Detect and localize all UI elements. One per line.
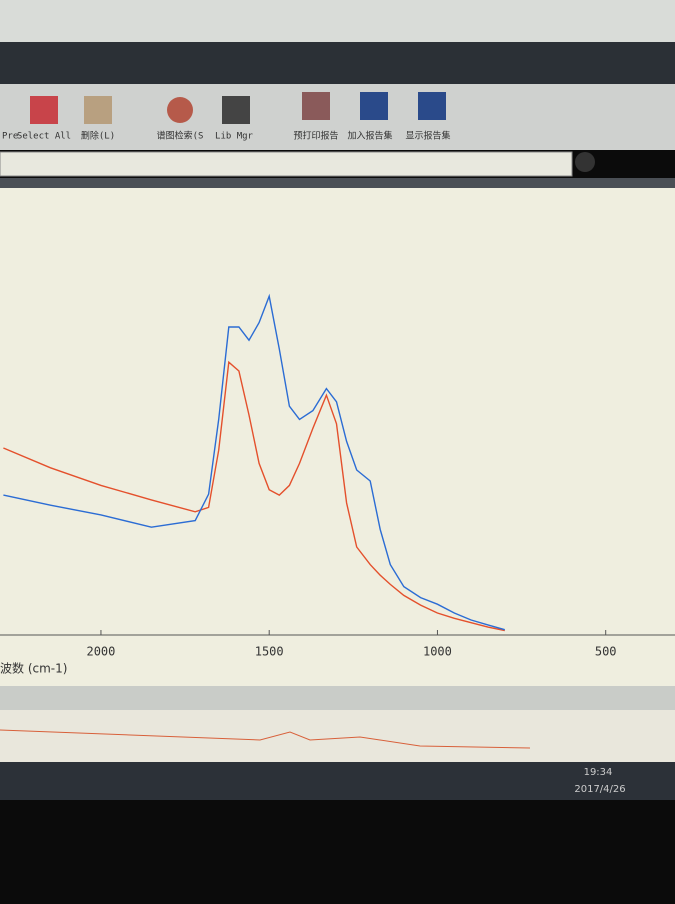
toolbar-label: 加入报告集 xyxy=(347,130,392,142)
icon[interactable] xyxy=(222,96,250,124)
toolbar-label: Select All xyxy=(17,132,71,142)
taskbar xyxy=(0,762,675,800)
icon[interactable] xyxy=(302,92,330,120)
icon[interactable] xyxy=(84,96,112,124)
overview-trace xyxy=(0,729,531,749)
x-axis-label: 波数 (cm-1) xyxy=(0,661,67,676)
toolbar-label: Pre xyxy=(2,132,18,142)
x-tick-label: 500 xyxy=(595,645,617,659)
series-line xyxy=(3,293,505,631)
overview-panel xyxy=(0,710,675,762)
series-line xyxy=(3,360,505,632)
toolbar-label: 预打印报告 xyxy=(293,130,338,142)
toolbar-label: 删除(L) xyxy=(81,130,115,142)
toolbar-label: Lib Mgr xyxy=(215,132,254,142)
search-button[interactable] xyxy=(575,152,595,172)
icon[interactable] xyxy=(167,97,193,123)
clock-date: 2017/4/26 xyxy=(574,784,625,795)
window-top xyxy=(0,0,675,42)
toolbar-label: 谱图检索(S xyxy=(157,130,204,142)
separator xyxy=(0,178,675,188)
icon[interactable] xyxy=(360,92,388,120)
x-tick-label: 1500 xyxy=(255,645,284,659)
panel-divider xyxy=(0,686,675,710)
clock-time: 19:34 xyxy=(584,767,613,778)
toolbar-icons xyxy=(30,92,446,124)
icon[interactable] xyxy=(30,96,58,124)
x-tick-label: 1000 xyxy=(423,645,452,659)
toolbar xyxy=(0,84,675,150)
x-tick-label: 2000 xyxy=(86,645,115,659)
toolbar-label: 显示报告集 xyxy=(405,130,450,142)
title-bar xyxy=(0,42,675,84)
icon[interactable] xyxy=(418,92,446,120)
search-box[interactable] xyxy=(0,151,573,177)
